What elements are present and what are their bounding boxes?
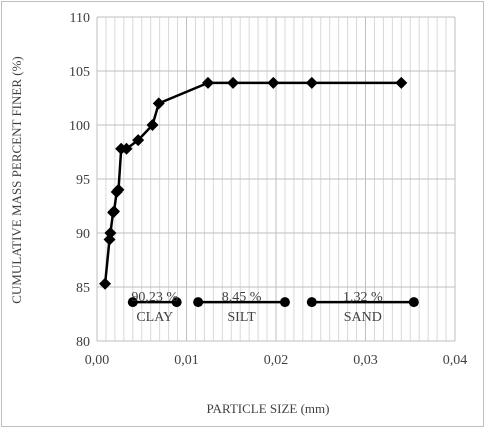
y-tick-label: 80 [76,335,90,350]
data-point-marker [108,205,121,218]
plot-axes [96,17,455,342]
fraction-start-dot [127,297,138,308]
data-point-marker [267,76,280,89]
data-point-marker [152,97,165,110]
size-fraction-bars: 90,23 % CLAY 8,45 % SILT 1,32 % SAND [127,290,419,325]
fraction-end-dot [279,297,290,308]
y-tick-label: 110 [70,11,90,26]
y-tick-label: 105 [69,65,90,80]
data-point-marker [99,277,112,290]
data-point-marker [104,227,117,239]
y-tick-labels: 80 85 90 95 100 105 110 [69,11,90,350]
y-tick-label: 100 [69,119,90,134]
fraction-start-dot [193,297,204,308]
data-point-marker [395,76,408,89]
cumulative-curve [99,76,408,290]
data-point-marker [227,76,240,89]
x-tick-label: 0,04 [443,353,468,368]
data-point-marker [146,119,159,131]
fraction-name-label: CLAY [136,310,173,325]
fraction-percent-label: 1,32 % [343,290,383,305]
fraction-name-label: SAND [344,310,382,325]
y-tick-label: 90 [76,227,90,242]
y-tick-label: 95 [76,173,90,188]
x-tick-label: 0,02 [264,353,289,368]
data-point-marker [201,76,214,89]
fraction-percent-label: 90,23 % [131,290,178,305]
fraction-percent-label: 8,45 % [222,290,262,305]
x-tick-label: 0,00 [85,353,110,368]
x-tick-label: 0,03 [353,353,378,368]
data-point-marker [120,142,133,155]
fraction-end-dot [171,297,182,308]
data-point-marker [132,134,145,147]
x-axis-label: PARTICLE SIZE (mm) [207,401,330,416]
fraction-start-dot [306,297,317,308]
x-tick-labels: 0,00 0,01 0,02 0,03 0,04 [85,353,468,368]
fraction-name-label: SILT [227,310,256,325]
data-point-marker [305,76,318,89]
y-axis-label: CUMULATIVE MASS PERCENT FINER (%) [9,56,24,304]
y-tick-label: 85 [76,281,90,296]
x-tick-label: 0,01 [174,353,199,368]
fraction-end-dot [408,297,419,308]
data-point-marker [112,183,125,196]
